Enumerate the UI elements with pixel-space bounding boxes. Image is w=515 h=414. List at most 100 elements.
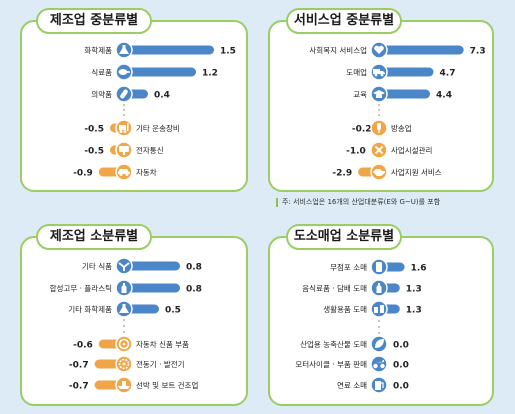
category-label: 생활용품 도매 [323, 304, 367, 314]
chart-title-services-mid: 서비스업 중분류별 [286, 8, 402, 34]
bar-row: 식료품 1.2 [91, 63, 218, 81]
bar-row: 도매업 4.7 [346, 63, 455, 81]
value-label: -0.6 [73, 341, 93, 351]
graduation-cap-icon [370, 85, 388, 103]
value-label: 1.5 [220, 47, 236, 57]
bar-row: 교육 4.4 [353, 85, 452, 103]
separator-dot [123, 319, 125, 321]
bar [124, 304, 159, 314]
car-icon [115, 163, 133, 181]
category-label: 자동차 [136, 168, 157, 177]
bar [124, 67, 196, 77]
chart-title-manufacturing-sub: 제조업 소분류별 [36, 224, 152, 250]
value-label: -0.9 [73, 169, 93, 179]
flask-icon [115, 300, 133, 318]
steering-wheel-icon [115, 335, 133, 353]
bar-row: 모터사이클 · 부품 판매 0.0 [295, 355, 409, 373]
generator-icon [115, 355, 133, 373]
network-icon [115, 141, 133, 159]
category-label: 기타 운송장비 [136, 123, 180, 133]
bottle-icon [115, 279, 133, 297]
separator-dot [123, 109, 125, 111]
bar [379, 89, 431, 99]
footnote: 주: 서비스업은 16개의 산업대분류(E와 G~U)를 포함 [276, 198, 440, 207]
category-label: 의약품 [91, 89, 112, 99]
value-label: -0.7 [69, 361, 89, 371]
bar-row: -0.7 전동기 · 발전기 [69, 355, 185, 373]
bar-row: 생활용품 도매 1.3 [323, 300, 422, 318]
category-label: 화학제품 [84, 45, 112, 55]
tools-icon [370, 141, 388, 159]
category-label: 선박 및 보트 건조업 [136, 380, 198, 390]
value-label: 0.0 [393, 361, 409, 371]
leaf-icon [370, 335, 388, 353]
bar-row: 산업용 농축산물 도매 0.0 [300, 335, 409, 353]
bar [124, 283, 180, 293]
grain-icon [115, 257, 133, 275]
value-label: 7.3 [470, 47, 486, 57]
category-label: 음식료품 · 담배 도매 [302, 283, 367, 293]
value-label: -0.5 [84, 125, 104, 135]
bar [379, 45, 464, 55]
chart-title-wholesale-retail-sub: 도소매업 소분류별 [286, 224, 402, 250]
category-label: 합성고무 · 플라스틱 [50, 283, 112, 293]
bar-row: -0.6 자동차 신품 부품 [73, 335, 189, 353]
category-label: 사회복지 서비스업 [309, 46, 367, 55]
bar-row: 무점포 소매 1.6 [330, 258, 427, 276]
value-label: -1.0 [346, 147, 366, 157]
bar-row: -0.9 자동차 [73, 163, 157, 181]
mobile-shop-icon [370, 258, 388, 276]
meat-icon [115, 63, 133, 81]
separator-dot [378, 332, 380, 334]
category-label: 연료 소매 [337, 381, 367, 390]
value-label: 0.4 [154, 91, 170, 101]
value-label: -2.9 [332, 169, 352, 179]
value-label: 1.3 [406, 306, 422, 316]
value-label: 4.4 [436, 91, 452, 101]
separator-dot [378, 326, 380, 328]
bar-row: -1.0 사업시설관리 [346, 141, 432, 159]
bar [124, 261, 180, 271]
category-label: 기타 식품 [82, 262, 112, 271]
separator-dot [378, 114, 380, 116]
ship-icon [115, 376, 133, 394]
category-label: 방송업 [391, 123, 412, 133]
bar-row: 기타 식품 0.8 [82, 257, 202, 275]
category-label: 사업지원 서비스 [391, 168, 442, 177]
motorcycle-icon [370, 355, 388, 373]
value-label: 1.3 [406, 285, 422, 295]
bar-row: 연료 소매 0.0 [337, 376, 409, 394]
value-label: 0.5 [165, 306, 181, 316]
chart-title-manufacturing-mid: 제조업 중분류별 [36, 8, 152, 34]
truck-icon [370, 63, 388, 81]
value-label: -0.5 [84, 147, 104, 157]
separator-dot [378, 109, 380, 111]
bar-row: 합성고무 · 플라스틱 0.8 [50, 279, 202, 297]
category-label: 모터사이클 · 부품 판매 [295, 359, 367, 369]
value-label: 1.6 [411, 264, 427, 274]
bar-row: -2.9 사업지원 서비스 [332, 163, 442, 181]
separator-dot [123, 104, 125, 106]
separator-dot [123, 325, 125, 327]
pill-icon [115, 85, 133, 103]
fuel-icon [370, 376, 388, 394]
category-label: 전동기 · 발전기 [136, 359, 185, 369]
bar-row: 음식료품 · 담배 도매 1.3 [302, 279, 422, 297]
bar-row: -0.5 기타 운송장비 [84, 119, 180, 137]
value-label: 0.0 [393, 382, 409, 392]
category-label: 자동차 신품 부품 [136, 340, 189, 349]
microphone-icon [370, 119, 388, 137]
value-label: 0.0 [393, 341, 409, 351]
value-label: 0.8 [186, 263, 202, 273]
category-label: 전자통신 [136, 145, 164, 155]
value-label: 1.2 [202, 69, 218, 79]
handshake-icon [370, 163, 388, 181]
value-label: -0.2 [352, 125, 372, 135]
bar-row: 사회복지 서비스업 7.3 [309, 41, 486, 59]
bar-row: -0.5 전자통신 [84, 141, 164, 159]
bar-row: -0.2 방송업 [352, 119, 412, 137]
category-label: 사업시설관리 [391, 145, 432, 155]
separator-dot [378, 320, 380, 322]
